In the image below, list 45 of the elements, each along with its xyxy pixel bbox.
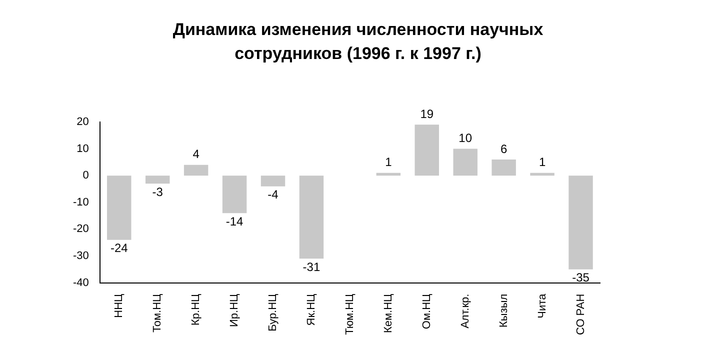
x-tick-label: Кем.НЦ <box>382 294 394 334</box>
x-tick-label: Ом.НЦ <box>420 294 433 330</box>
x-tick-label: Ир.НЦ <box>228 294 241 327</box>
bar <box>260 176 286 186</box>
bar <box>184 164 208 176</box>
data-label: 1 <box>538 155 546 170</box>
x-tick-label: Тюм.НЦ <box>344 294 356 335</box>
bar <box>107 176 132 240</box>
data-label: -35 <box>572 270 590 285</box>
bar <box>568 176 593 270</box>
chart-title: Динамика изменения численности научных сотрудников (1996 г. к 1997 г.) <box>172 19 544 65</box>
y-tick-label: -30 <box>72 250 89 262</box>
y-tick-label: -20 <box>72 223 89 236</box>
data-label: 6 <box>500 142 508 156</box>
x-tick-label: Кр.НЦ <box>190 294 202 326</box>
y-tick-label: 0 <box>82 170 89 182</box>
x-tick-label: Том.НЦ <box>152 294 164 332</box>
data-label: -3 <box>152 184 164 199</box>
bar <box>222 176 247 214</box>
x-tick-label: Алт.кр. <box>459 294 472 328</box>
x-tick-label: ННЦ <box>113 294 126 318</box>
data-label: 10 <box>458 131 472 146</box>
x-tick-label: Чита <box>536 292 548 318</box>
y-tick-label: 20 <box>76 116 89 128</box>
x-tick-label: Кызыл <box>498 294 510 328</box>
bar <box>530 172 554 176</box>
data-label: 19 <box>420 106 434 121</box>
data-label: -14 <box>226 214 244 228</box>
data-label: -24 <box>110 241 128 256</box>
x-tick-label: Як.НЦ <box>306 294 318 326</box>
y-tick-label: -40 <box>72 276 89 289</box>
bar <box>145 176 170 184</box>
x-tick-label: Бур.НЦ <box>267 294 280 332</box>
bar <box>453 148 478 176</box>
data-label: 1 <box>385 155 392 170</box>
data-label: -4 <box>268 188 279 202</box>
y-tick-label: 10 <box>76 142 89 155</box>
bar <box>414 124 440 176</box>
bar <box>492 160 516 176</box>
bar <box>376 172 401 176</box>
x-tick-label: СО РАН <box>574 294 587 336</box>
data-label: 4 <box>192 147 200 162</box>
data-label: -31 <box>302 260 320 274</box>
y-tick-label: -10 <box>72 196 89 208</box>
bar <box>299 176 324 259</box>
